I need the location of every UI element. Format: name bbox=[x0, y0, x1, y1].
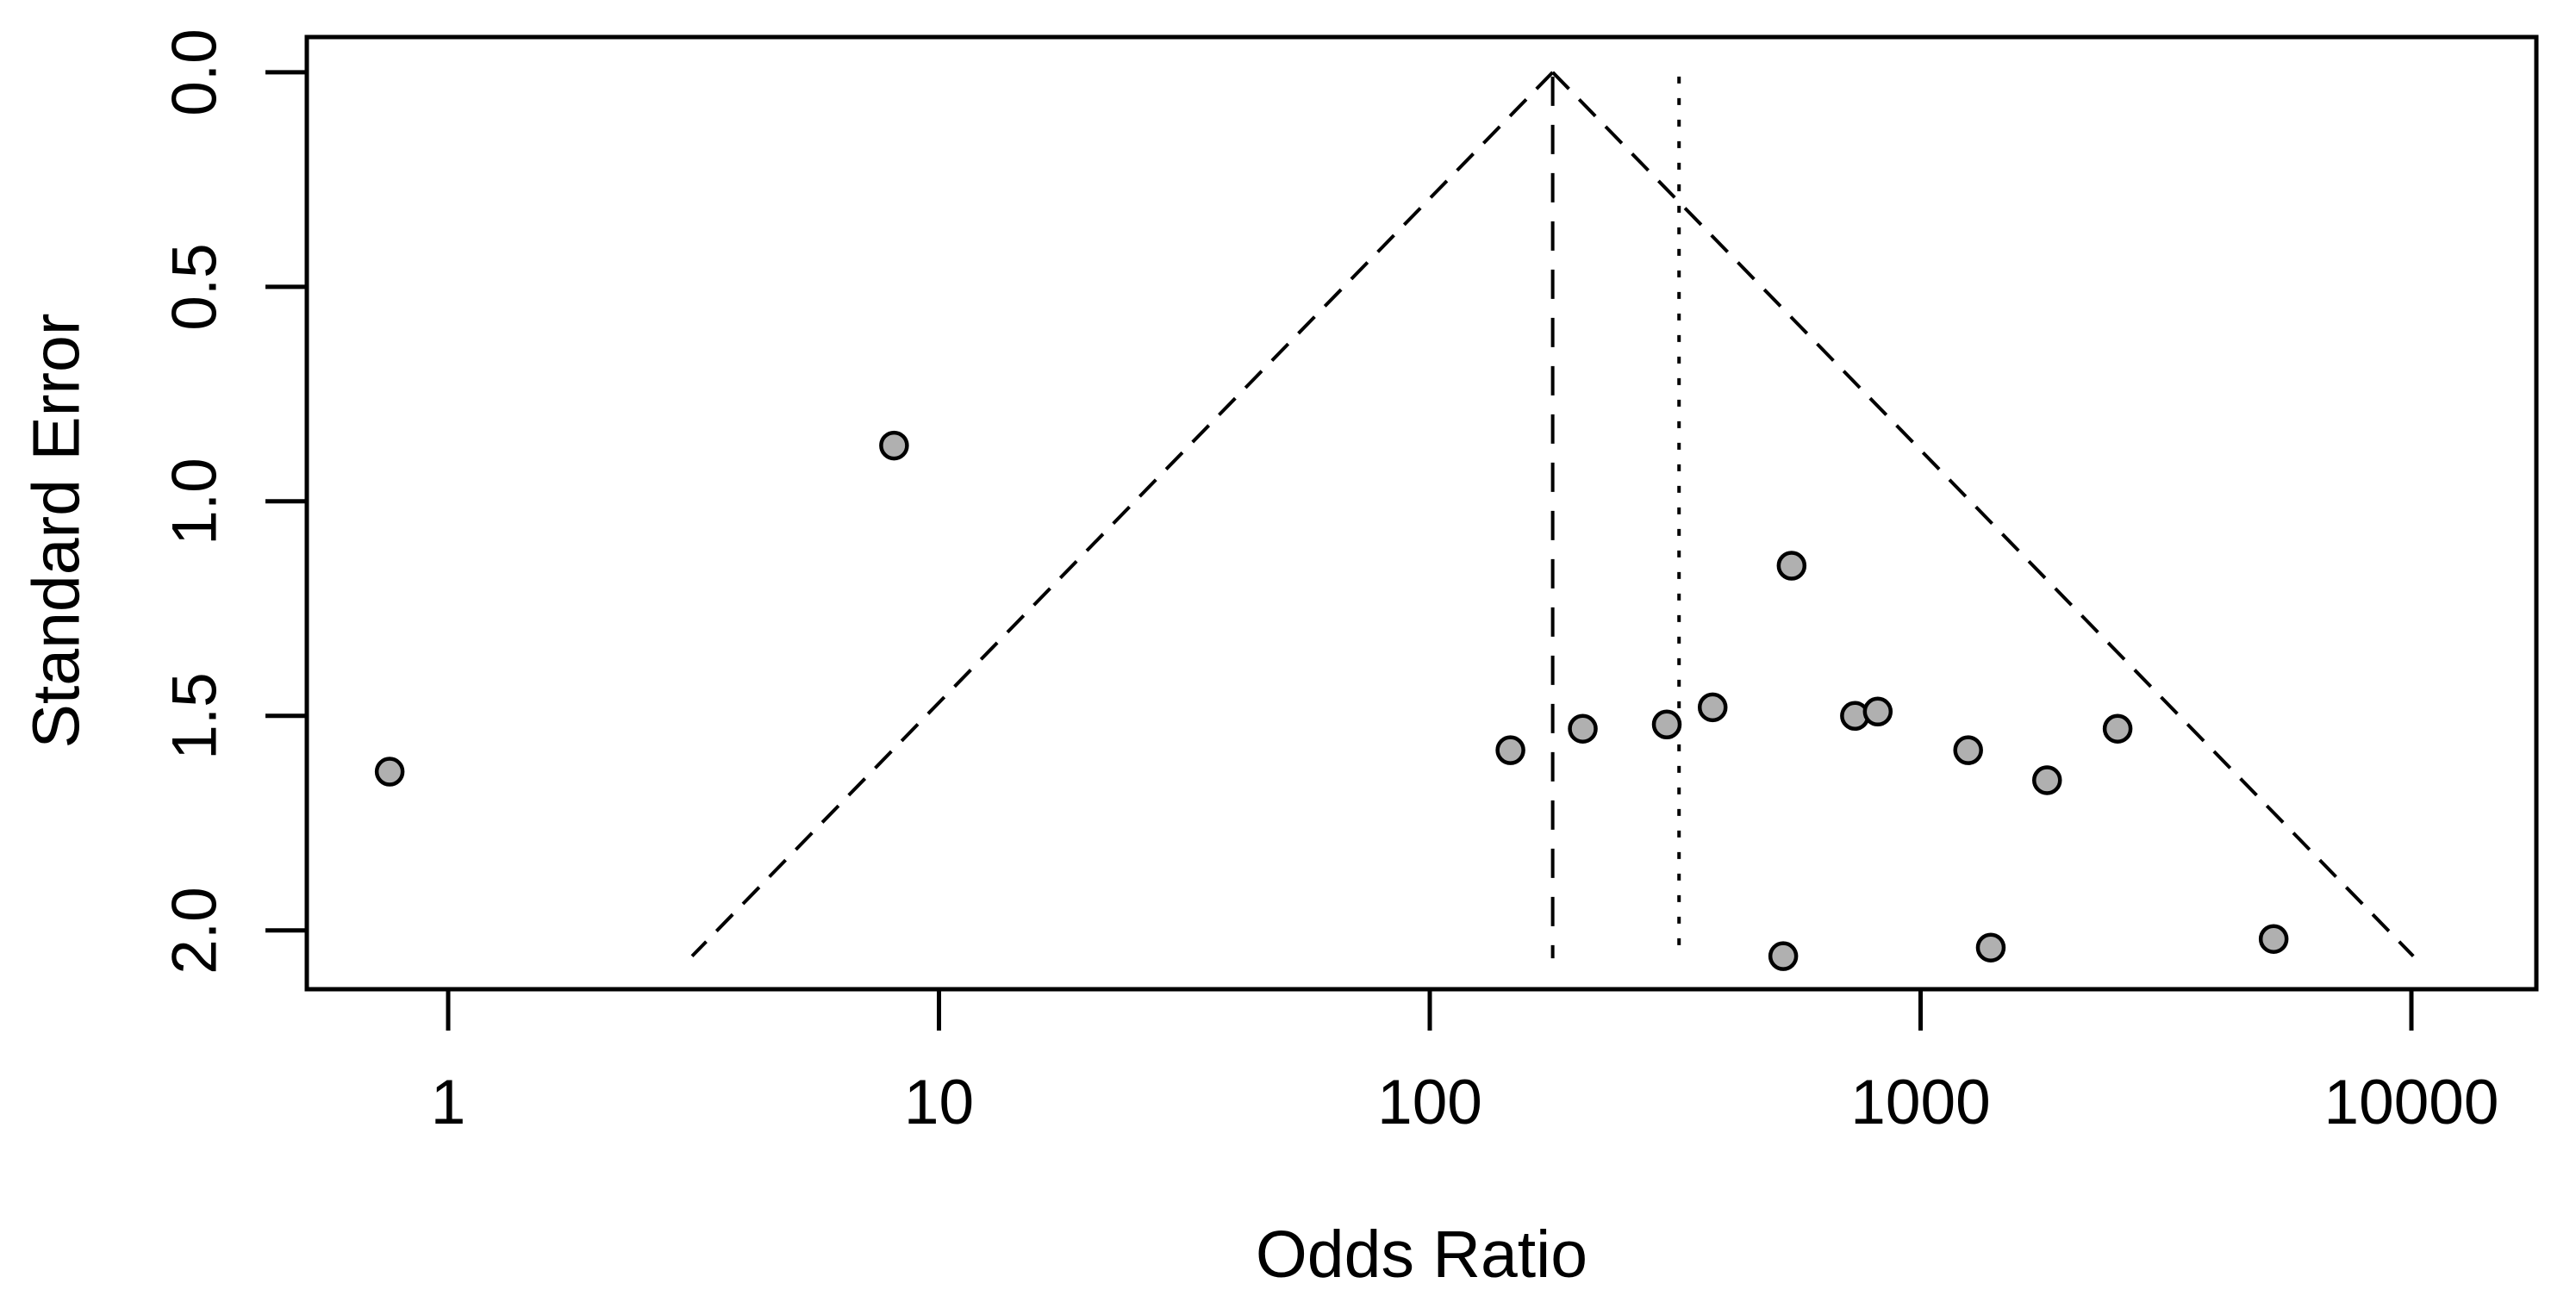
plot-frame bbox=[304, 34, 2539, 992]
y-tick-label: 0.5 bbox=[159, 243, 230, 331]
y-axis-title: Standard Error bbox=[19, 312, 94, 749]
data-point bbox=[374, 757, 405, 787]
funnel-line-right bbox=[1551, 71, 2415, 958]
data-point bbox=[2258, 924, 2289, 954]
data-point bbox=[1568, 713, 1598, 744]
funnel-line-left bbox=[690, 71, 1555, 958]
y-tick-label: 2.0 bbox=[159, 887, 230, 975]
y-tick-label: 0.0 bbox=[159, 28, 230, 116]
x-tick-label: 10000 bbox=[2323, 1068, 2499, 1137]
x-tick-label: 100 bbox=[1377, 1068, 1482, 1137]
data-point bbox=[1975, 932, 2006, 962]
data-point bbox=[1651, 709, 1682, 740]
data-point bbox=[1495, 735, 1525, 765]
data-point bbox=[1697, 692, 1728, 723]
y-tick-label: 1.0 bbox=[159, 458, 230, 545]
y-tick-label: 1.5 bbox=[159, 672, 230, 760]
data-point bbox=[1776, 551, 1807, 581]
data-point bbox=[1768, 941, 1799, 971]
data-point bbox=[2032, 765, 2062, 795]
x-tick-label: 1 bbox=[430, 1068, 466, 1137]
data-point bbox=[879, 430, 909, 461]
data-point bbox=[1953, 735, 1983, 765]
x-tick-label: 10 bbox=[903, 1068, 975, 1137]
x-axis-title: Odds Ratio bbox=[1255, 1218, 1588, 1292]
data-point bbox=[2102, 713, 2133, 744]
data-point bbox=[1862, 696, 1893, 727]
x-tick-label: 1000 bbox=[1850, 1068, 1991, 1137]
